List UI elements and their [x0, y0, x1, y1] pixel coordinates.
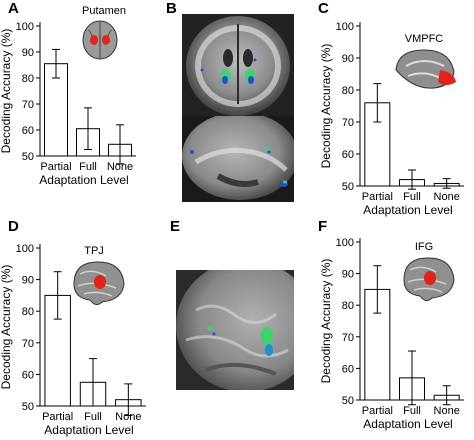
brain-lateral-image	[176, 270, 294, 390]
y-tick-label: 100	[336, 21, 354, 33]
x-tick-label: Partial	[362, 405, 393, 417]
x-axis-label: Adaptation Level	[363, 203, 452, 217]
y-axis-label: Decoding Accuracy (%)	[319, 259, 333, 384]
y-tick-label: 70	[22, 338, 34, 350]
brain-roi-inset	[73, 261, 125, 306]
y-tick-label: 80	[22, 306, 34, 318]
panel-letter-e: E	[170, 218, 181, 235]
y-tick-label: 60	[22, 125, 34, 137]
panel-letter-d: D	[8, 218, 19, 235]
y-tick-label: 100	[336, 237, 354, 249]
x-tick-label: Full	[79, 161, 97, 173]
chart-title: IFG	[415, 241, 433, 253]
brain-sagittal-image	[182, 116, 294, 202]
brain-coronal-image	[182, 14, 294, 116]
chart-title: Putamen	[82, 5, 126, 17]
y-tick-label: 100	[16, 21, 34, 33]
y-tick-label: 100	[16, 243, 34, 255]
panel-letter-b: B	[166, 0, 177, 17]
x-axis-label: Adaptation Level	[39, 173, 128, 187]
y-tick-label: 80	[342, 300, 354, 312]
y-tick-label: 50	[22, 401, 34, 413]
y-axis-label: Decoding Accuracy (%)	[0, 265, 13, 390]
y-tick-label: 90	[22, 275, 34, 287]
y-tick-label: 90	[22, 47, 34, 59]
y-tick-label: 60	[342, 363, 354, 375]
x-tick-label: None	[107, 161, 133, 173]
x-axis-label: Adaptation Level	[363, 417, 452, 431]
x-tick-label: Partial	[362, 191, 393, 203]
x-axis-label: Adaptation Level	[44, 423, 133, 437]
x-tick-label: Full	[403, 191, 421, 203]
x-tick-label: Partial	[40, 161, 71, 173]
y-tick-label: 90	[342, 269, 354, 281]
y-axis-label: Decoding Accuracy (%)	[0, 29, 13, 154]
y-tick-label: 70	[22, 99, 34, 111]
y-tick-label: 70	[342, 117, 354, 129]
y-tick-label: 60	[22, 369, 34, 381]
x-tick-label: None	[434, 191, 460, 203]
brain-roi-inset	[82, 20, 118, 60]
y-tick-label: 80	[342, 85, 354, 97]
y-axis-label: Decoding Accuracy (%)	[319, 44, 333, 169]
x-tick-label: None	[115, 411, 141, 423]
y-tick-label: 50	[342, 395, 354, 407]
y-tick-label: 90	[342, 53, 354, 65]
x-tick-label: Partial	[42, 411, 73, 423]
x-tick-label: Full	[84, 411, 102, 423]
x-tick-label: Full	[403, 405, 421, 417]
brain-roi-inset	[403, 257, 455, 302]
panel-letter-c: C	[318, 0, 329, 17]
chart-title: TPJ	[84, 245, 104, 257]
panel-letter-a: A	[8, 0, 19, 17]
chart-title: VMPFC	[405, 33, 444, 45]
y-tick-label: 50	[22, 151, 34, 163]
y-tick-label: 70	[342, 332, 354, 344]
y-tick-label: 50	[342, 181, 354, 193]
x-tick-label: None	[434, 405, 460, 417]
y-tick-label: 80	[22, 73, 34, 85]
panel-letter-f: F	[318, 218, 328, 235]
brain-roi-inset	[395, 49, 456, 89]
y-tick-label: 60	[342, 149, 354, 161]
